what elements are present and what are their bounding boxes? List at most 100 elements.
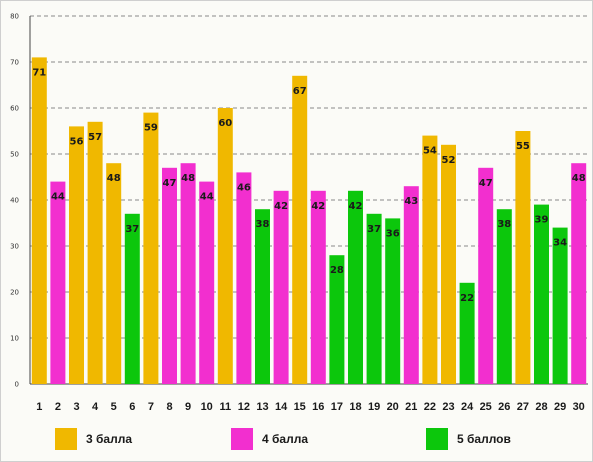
data-label-27: 55 [516, 141, 530, 152]
x-tick-label-11: 11 [219, 401, 231, 413]
data-label-11: 60 [218, 118, 232, 129]
x-tick-label-24: 24 [461, 401, 474, 413]
data-label-17: 28 [330, 265, 344, 276]
data-labels: 71 44 56 57 48 37 59 47 48 44 60 46 38 42 67 42 28 42 37 36… [32, 67, 585, 303]
x-tick-label-22: 22 [424, 401, 436, 413]
x-tick-label-1: 1 [36, 401, 42, 413]
bar-20 [385, 218, 401, 384]
legend-label-5: 5 баллов [457, 432, 511, 446]
bar-26 [496, 209, 512, 384]
y-tick-label: 10 [10, 335, 19, 343]
y-tick-label: 30 [10, 243, 19, 251]
x-tick-label-30: 30 [573, 401, 585, 413]
x-tick-label-15: 15 [294, 401, 306, 413]
legend-item-5: 5 баллов [426, 427, 511, 451]
bar-12 [236, 172, 252, 384]
bar-10 [199, 181, 215, 384]
x-tick-label-13: 13 [256, 401, 268, 413]
data-label-7: 59 [144, 123, 158, 134]
gridlines [30, 15, 588, 339]
x-tick-label-12: 12 [238, 401, 250, 413]
x-tick-label-17: 17 [331, 401, 343, 413]
x-tick-label-9: 9 [185, 401, 191, 413]
data-label-8: 47 [163, 178, 177, 189]
data-label-21: 43 [404, 196, 418, 207]
data-label-14: 42 [274, 201, 288, 212]
y-tick-label: 80 [10, 13, 19, 21]
x-tick-label-2: 2 [55, 401, 61, 413]
bar-13 [255, 209, 270, 384]
x-tick-label-20: 20 [387, 401, 399, 413]
legend-item-4: 4 балла [231, 427, 308, 451]
data-label-16: 42 [311, 201, 325, 212]
data-label-25: 47 [479, 178, 493, 189]
x-tick-label-23: 23 [442, 401, 454, 413]
x-tick-label-10: 10 [201, 401, 213, 413]
data-label-3: 56 [70, 136, 84, 147]
x-tick-label-4: 4 [92, 401, 99, 413]
bar-15 [292, 75, 308, 385]
bar-22 [422, 135, 438, 384]
bar-2 [50, 181, 66, 384]
x-tick-label-7: 7 [148, 401, 154, 413]
bar-8 [162, 167, 177, 384]
bar-4 [87, 121, 103, 385]
data-label-2: 44 [51, 192, 65, 203]
data-label-12: 46 [237, 182, 251, 193]
data-label-26: 38 [497, 219, 511, 230]
axes [29, 16, 588, 385]
bar-9 [180, 163, 196, 384]
data-label-20: 36 [386, 228, 400, 239]
data-label-19: 37 [367, 224, 381, 235]
x-tick-label-29: 29 [554, 401, 566, 413]
x-tick-label-3: 3 [73, 401, 79, 413]
data-label-30: 48 [572, 173, 586, 184]
bar-21 [403, 186, 419, 384]
bar-16 [310, 190, 326, 384]
x-tick-label-27: 27 [517, 401, 529, 413]
data-label-6: 37 [125, 224, 139, 235]
data-label-9: 48 [181, 173, 195, 184]
data-label-15: 67 [293, 86, 307, 97]
y-tick-label: 40 [10, 197, 19, 205]
y-tick-label: 0 [15, 381, 19, 389]
bar-5 [106, 163, 122, 384]
bar-14 [273, 190, 289, 384]
data-label-4: 57 [88, 132, 102, 143]
data-label-28: 39 [535, 215, 549, 226]
x-tick-label-8: 8 [166, 401, 172, 413]
y-tick-labels: 0 10 20 30 40 50 60 70 80 [10, 13, 19, 389]
bar-6 [124, 213, 140, 384]
legend-swatch-3 [55, 428, 77, 450]
data-label-23: 52 [442, 155, 456, 166]
x-tick-label-25: 25 [480, 401, 492, 413]
data-label-18: 42 [349, 201, 363, 212]
x-tick-label-21: 21 [405, 401, 417, 413]
data-label-10: 44 [200, 192, 214, 203]
bars [31, 57, 587, 385]
bar-27 [515, 131, 531, 384]
bar-18 [348, 190, 363, 384]
bar-24 [459, 282, 475, 384]
bar-23 [441, 144, 456, 384]
x-tick-label-26: 26 [498, 401, 510, 413]
y-tick-label: 20 [10, 289, 19, 297]
bar-11 [217, 108, 233, 384]
y-tick-label: 60 [10, 105, 19, 113]
bar-3 [69, 126, 84, 385]
data-label-24: 22 [460, 293, 474, 304]
y-tick-label: 50 [10, 151, 19, 159]
legend-swatch-5 [426, 428, 448, 450]
bar-17 [329, 255, 345, 384]
bar-29 [552, 227, 568, 384]
x-tick-label-16: 16 [312, 401, 324, 413]
data-label-1: 71 [32, 67, 46, 78]
data-label-29: 34 [553, 238, 567, 249]
x-tick-labels: 1 2 3 4 5 6 7 8 9 10 11 12 13 14 15 16 17 18 19 20 21 22 23 24 2… [36, 401, 585, 413]
bar-19 [366, 213, 382, 384]
legend-swatch-4 [231, 428, 253, 450]
data-label-5: 48 [107, 173, 121, 184]
y-tick-label: 70 [10, 59, 19, 67]
bar-25 [478, 167, 494, 384]
